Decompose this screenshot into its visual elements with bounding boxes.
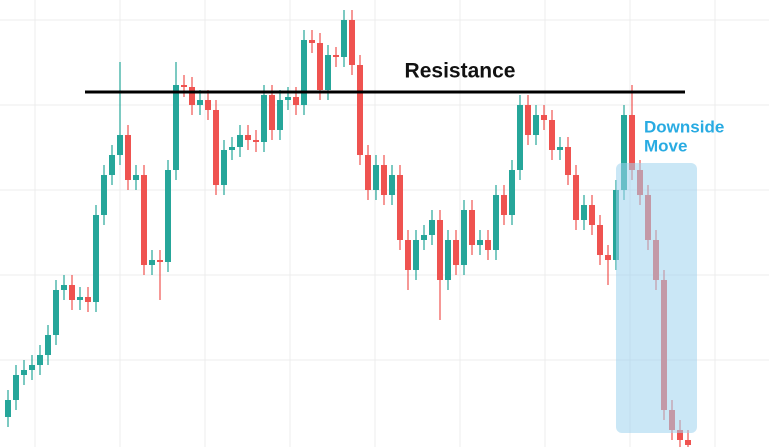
- candle-body: [525, 105, 531, 135]
- candle-body: [557, 147, 563, 150]
- candle-body: [573, 175, 579, 220]
- candle-body: [533, 115, 539, 135]
- candle-body: [165, 170, 171, 262]
- candle-body: [77, 297, 83, 300]
- candle-body: [469, 210, 475, 245]
- candle-body: [357, 65, 363, 155]
- candle-body: [285, 97, 291, 100]
- candle-body: [421, 235, 427, 240]
- candle-body: [253, 140, 259, 142]
- candle-body: [629, 115, 635, 170]
- candle-body: [501, 195, 507, 215]
- candle-body: [437, 220, 443, 280]
- candle-body: [61, 285, 67, 290]
- candle-body: [429, 220, 435, 235]
- candle-body: [309, 40, 315, 43]
- candle-body: [237, 135, 243, 147]
- resistance-label: Resistance: [405, 60, 516, 83]
- candle-body: [373, 165, 379, 190]
- candle-body: [29, 365, 35, 370]
- candle-body: [685, 440, 691, 445]
- candle-body: [333, 55, 339, 57]
- candle-body: [461, 210, 467, 265]
- candle-body: [157, 260, 163, 262]
- candle-body: [173, 85, 179, 170]
- candle-body: [21, 370, 27, 375]
- candle-body: [37, 355, 43, 365]
- candle-body: [493, 195, 499, 250]
- candle-body: [245, 135, 251, 140]
- candle-body: [341, 20, 347, 57]
- candle-body: [277, 100, 283, 130]
- candle-body: [325, 55, 331, 90]
- candle-body: [197, 100, 203, 105]
- candle-body: [181, 85, 187, 87]
- candle-body: [453, 240, 459, 265]
- candle-body: [109, 155, 115, 175]
- candle-body: [117, 135, 123, 155]
- candle-body: [549, 120, 555, 150]
- candle-body: [381, 165, 387, 195]
- candle-body: [517, 105, 523, 170]
- candle-body: [85, 297, 91, 302]
- candles: [5, 10, 691, 447]
- candle-body: [581, 205, 587, 220]
- candle-body: [349, 20, 355, 65]
- candle-body: [317, 43, 323, 90]
- candle-body: [485, 240, 491, 250]
- candle-body: [477, 240, 483, 245]
- candle-body: [101, 175, 107, 215]
- candle-body: [189, 87, 195, 105]
- candle-body: [149, 260, 155, 265]
- candle-body: [133, 175, 139, 180]
- candle-body: [621, 115, 627, 190]
- candle-body: [229, 147, 235, 150]
- candle-body: [69, 285, 75, 300]
- candle-body: [365, 155, 371, 190]
- candle-body: [221, 150, 227, 185]
- candle-body: [397, 175, 403, 240]
- downside-highlight: [616, 163, 697, 433]
- candle-body: [445, 240, 451, 280]
- candle-body: [597, 225, 603, 255]
- candle-body: [269, 95, 275, 130]
- candle-body: [45, 335, 51, 355]
- candle-body: [413, 240, 419, 270]
- candle-body: [13, 375, 19, 400]
- candle-body: [5, 400, 11, 417]
- candle-body: [589, 205, 595, 225]
- candle-body: [389, 175, 395, 195]
- candle-body: [677, 430, 683, 440]
- candle-body: [565, 147, 571, 175]
- candle-body: [509, 170, 515, 215]
- candle-body: [405, 240, 411, 270]
- candle-body: [301, 40, 307, 105]
- candle-body: [293, 97, 299, 105]
- candle-body: [93, 215, 99, 302]
- candle-body: [261, 95, 267, 142]
- candle-body: [125, 135, 131, 180]
- candle-body: [213, 110, 219, 185]
- candle-body: [605, 255, 611, 260]
- candle-body: [205, 100, 211, 110]
- candle-body: [53, 290, 59, 335]
- candle-body: [141, 175, 147, 265]
- move-label: Move: [644, 136, 687, 155]
- candle-body: [541, 115, 547, 120]
- move-label: Downside: [644, 117, 724, 136]
